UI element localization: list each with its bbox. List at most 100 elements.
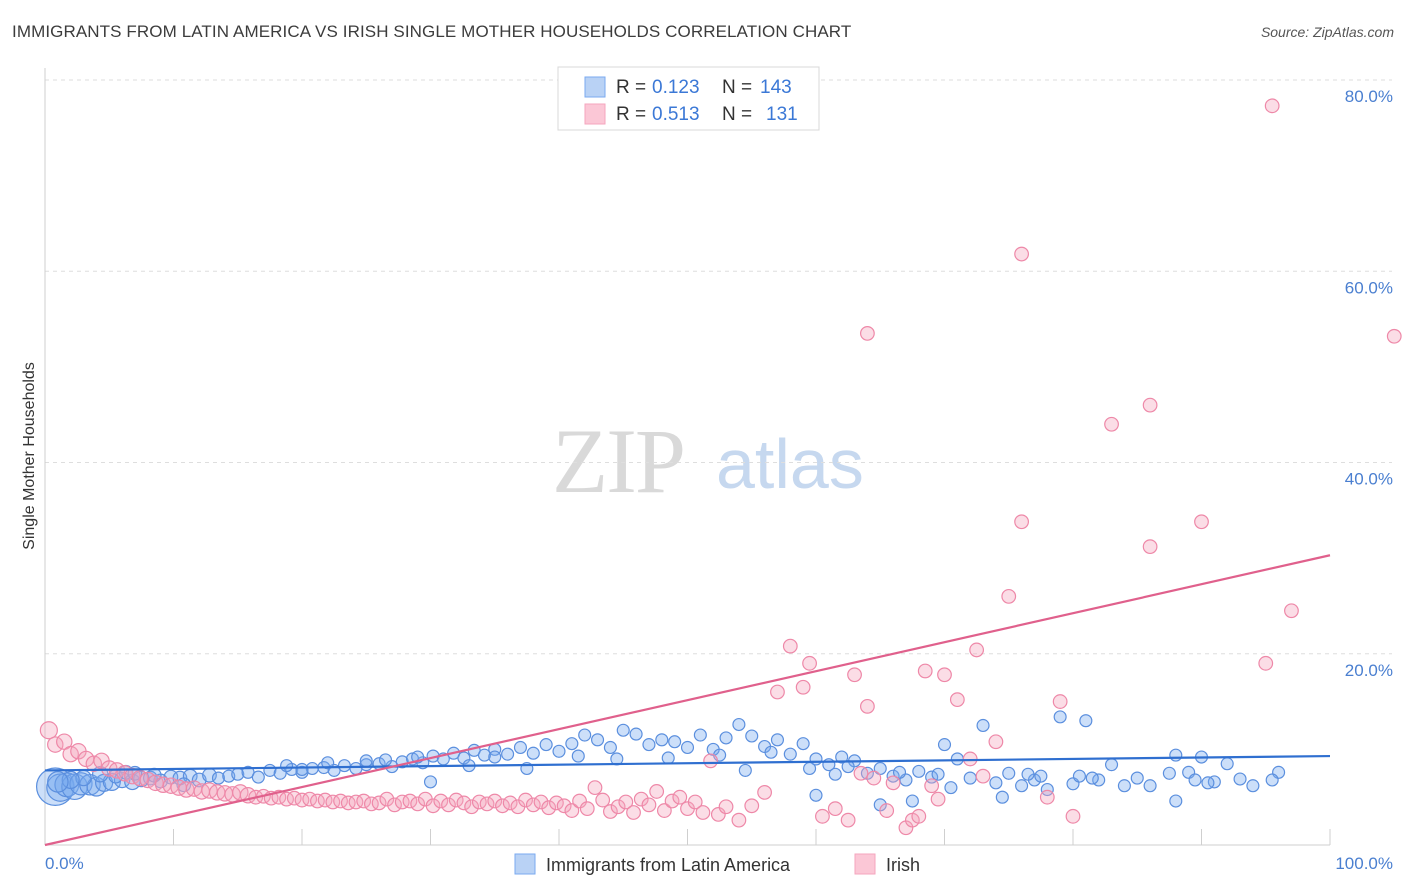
point-irish bbox=[744, 798, 760, 814]
point-latin-america bbox=[738, 763, 752, 777]
legend-r-label: R = bbox=[616, 77, 646, 98]
point-irish bbox=[525, 797, 541, 813]
point-irish bbox=[703, 753, 719, 769]
point-latin-america bbox=[803, 761, 817, 776]
point-latin-america bbox=[655, 733, 669, 747]
legend-label-irish: Irish bbox=[886, 855, 920, 875]
point-irish bbox=[641, 797, 657, 813]
point-irish bbox=[840, 812, 856, 828]
point-latin-america bbox=[1085, 771, 1099, 785]
point-latin-america bbox=[590, 733, 605, 747]
point-latin-america bbox=[359, 754, 373, 768]
point-irish bbox=[988, 734, 1004, 750]
point-irish bbox=[325, 794, 341, 810]
point-latin-america bbox=[912, 764, 926, 778]
legend-swatch-pink bbox=[584, 103, 606, 125]
point-latin-america bbox=[1265, 773, 1279, 787]
point-irish bbox=[1014, 246, 1029, 262]
legend-n-label: N = bbox=[722, 77, 752, 98]
point-latin-america bbox=[1169, 794, 1183, 808]
point-latin-america bbox=[565, 737, 579, 751]
y-tick-label: 20.0% bbox=[1345, 661, 1393, 680]
point-latin-america bbox=[668, 735, 682, 749]
point-irish bbox=[464, 799, 480, 815]
point-irish bbox=[410, 796, 426, 812]
point-irish bbox=[879, 803, 895, 818]
legend-swatch-blue bbox=[584, 76, 606, 98]
correlation-legend: R = 0.123 N = 143 R = 0.513 N = 131 bbox=[557, 66, 820, 131]
point-latin-america bbox=[905, 794, 919, 808]
point-latin-america bbox=[539, 738, 553, 752]
point-irish bbox=[731, 812, 747, 828]
point-latin-america bbox=[1040, 782, 1054, 797]
point-irish bbox=[394, 794, 410, 810]
point-irish bbox=[770, 684, 785, 700]
point-latin-america bbox=[211, 771, 226, 785]
point-latin-america bbox=[552, 744, 566, 758]
legend-r-value: 0.123 bbox=[652, 77, 700, 98]
point-irish bbox=[930, 791, 946, 807]
point-latin-america bbox=[976, 718, 990, 733]
point-irish bbox=[718, 799, 734, 815]
point-irish bbox=[363, 796, 379, 812]
point-irish bbox=[795, 679, 811, 695]
point-irish bbox=[572, 793, 587, 809]
point-latin-america bbox=[571, 749, 585, 763]
point-latin-america bbox=[423, 775, 438, 789]
point-latin-america bbox=[1002, 766, 1016, 780]
point-latin-america bbox=[321, 756, 335, 770]
point-latin-america bbox=[488, 750, 502, 764]
point-irish bbox=[695, 805, 711, 820]
point-irish bbox=[1039, 789, 1055, 805]
legend-r-label: R = bbox=[616, 104, 646, 125]
point-latin-america bbox=[661, 751, 675, 765]
point-latin-america bbox=[680, 740, 695, 755]
y-tick-labels: 20.0% 40.0% 60.0% 80.0% bbox=[1345, 87, 1393, 680]
point-latin-america bbox=[1015, 779, 1029, 793]
point-latin-america bbox=[1201, 776, 1215, 790]
chart-title: IMMIGRANTS FROM LATIN AMERICA VS IRISH S… bbox=[12, 22, 852, 41]
point-irish bbox=[969, 642, 985, 658]
point-irish bbox=[618, 794, 634, 810]
point-irish bbox=[556, 798, 572, 814]
series-irish-points bbox=[39, 98, 1402, 836]
point-irish bbox=[310, 793, 325, 809]
y-tick-label: 80.0% bbox=[1345, 87, 1393, 106]
point-latin-america bbox=[251, 770, 265, 784]
point-latin-america bbox=[47, 771, 69, 793]
point-irish bbox=[687, 794, 703, 810]
point-irish bbox=[937, 667, 952, 683]
point-latin-america bbox=[513, 740, 527, 755]
point-irish bbox=[579, 801, 595, 817]
point-irish bbox=[456, 795, 472, 811]
trend-line-latin-america bbox=[44, 754, 1331, 772]
point-irish bbox=[860, 326, 875, 341]
point-irish bbox=[1142, 397, 1158, 413]
point-latin-america bbox=[295, 762, 309, 777]
x-tick-label: 100.0% bbox=[1335, 854, 1393, 873]
point-irish bbox=[911, 808, 927, 824]
point-latin-america bbox=[1034, 769, 1048, 783]
point-latin-america bbox=[770, 733, 784, 747]
point-latin-america bbox=[1246, 779, 1260, 793]
point-latin-america bbox=[693, 728, 707, 742]
point-irish bbox=[587, 780, 603, 796]
gridlines bbox=[45, 79, 1392, 655]
watermark-atlas: atlas bbox=[716, 425, 864, 503]
point-latin-america bbox=[337, 759, 351, 773]
point-latin-america bbox=[892, 765, 907, 779]
axes bbox=[44, 68, 1331, 846]
point-latin-america bbox=[732, 717, 746, 732]
point-irish bbox=[847, 667, 862, 683]
point-irish bbox=[1194, 514, 1209, 530]
point-latin-america bbox=[1162, 766, 1176, 780]
point-latin-america bbox=[1130, 771, 1144, 785]
point-irish bbox=[1284, 603, 1299, 619]
point-latin-america bbox=[1220, 757, 1234, 771]
point-irish bbox=[924, 778, 940, 794]
point-latin-america bbox=[944, 781, 958, 795]
point-latin-america bbox=[526, 746, 540, 760]
point-irish bbox=[433, 793, 449, 809]
point-latin-america bbox=[809, 788, 823, 802]
